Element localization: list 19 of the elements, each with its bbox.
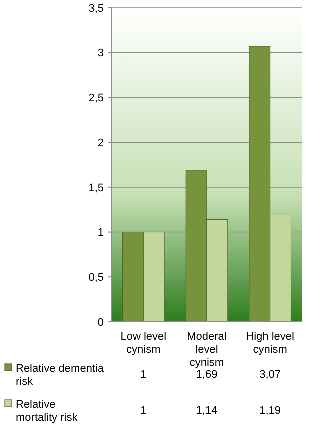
y-tick-label: 1,5 — [88, 182, 104, 194]
data-label: 1,19 — [260, 405, 282, 417]
data-label: 1,69 — [196, 369, 218, 381]
data-label: 1 — [140, 405, 147, 417]
y-tick-label: 0 — [98, 316, 104, 329]
x-tick-label: Low level cynism — [120, 331, 167, 356]
y-tick-label: 3 — [98, 48, 104, 60]
x-tick-label: Moderal level cynism — [187, 331, 227, 369]
data-label: 1 — [140, 369, 147, 381]
legend-label: Relative mortality risk — [16, 399, 78, 424]
y-tick-label: 1 — [98, 227, 104, 240]
data-label: 1,14 — [196, 405, 218, 417]
y-tick-label: 3,5 — [88, 2, 104, 15]
y-tick-label: 2,5 — [88, 92, 104, 105]
x-tick-label: High level cynism — [246, 331, 294, 356]
y-tick-label: 2 — [98, 137, 104, 150]
y-tick-label: 0,5 — [88, 272, 104, 284]
legend-label: Relative dementia risk — [16, 363, 105, 388]
data-label: 3,07 — [260, 369, 282, 381]
